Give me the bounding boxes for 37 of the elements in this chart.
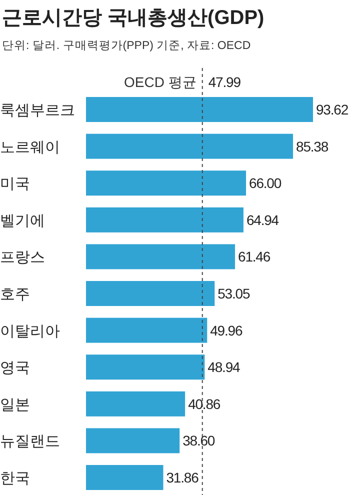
- annotation: 47.99: [208, 74, 242, 90]
- bar: [86, 281, 215, 306]
- y-tick-label: 룩셈부르크: [0, 102, 75, 119]
- bar: [86, 465, 164, 490]
- data-label: 61.46: [238, 248, 271, 265]
- bar: [86, 134, 294, 159]
- y-tick-label: 한국: [0, 470, 30, 487]
- y-tick-label: 프랑스: [0, 249, 45, 266]
- data-label: 53.05: [218, 286, 250, 302]
- ref-line-label: OECD 평균: [124, 74, 196, 90]
- data-label: 31.86: [166, 470, 200, 486]
- bar: [86, 428, 180, 454]
- data-label: 85.38: [296, 138, 329, 154]
- data-label: 49.96: [210, 322, 243, 338]
- y-tick-label: 호주: [0, 286, 30, 303]
- data-label: 40.86: [188, 396, 221, 412]
- bar: [86, 391, 186, 416]
- data-label: 38.60: [182, 432, 216, 449]
- y-tick-label: 일본: [0, 396, 30, 414]
- bar: [86, 354, 205, 380]
- data-label: 48.94: [208, 359, 241, 376]
- bar: [86, 318, 208, 343]
- y-tick-label: 뉴질랜드: [0, 433, 60, 450]
- bar: [86, 207, 244, 232]
- y-tick-label: 이탈리아: [0, 322, 60, 340]
- chart-subtitle: 단위: 달러. 구매력평가(PPP) 기준, 자료: OECD: [2, 40, 251, 52]
- chart-title: 근로시간당 국내총생산(GDP): [2, 7, 264, 29]
- data-label: 64.94: [246, 212, 280, 228]
- y-tick-label: 영국: [0, 360, 30, 377]
- bar: [86, 170, 246, 196]
- y-tick-label: 미국: [0, 176, 30, 193]
- bar: [86, 97, 313, 122]
- y-tick-label: 노르웨이: [0, 138, 60, 156]
- data-label: 66.00: [249, 175, 282, 192]
- bar: [86, 244, 236, 270]
- data-label: 93.62: [316, 102, 349, 118]
- y-tick-label: 벨기에: [0, 212, 45, 230]
